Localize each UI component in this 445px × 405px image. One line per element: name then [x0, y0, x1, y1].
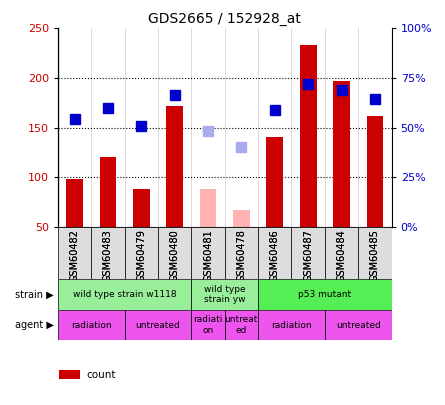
- Text: GSM60487: GSM60487: [303, 229, 313, 282]
- Text: p53 mutant: p53 mutant: [298, 290, 352, 299]
- Text: GSM60481: GSM60481: [203, 229, 213, 282]
- Text: untreated: untreated: [136, 320, 180, 330]
- Text: count: count: [87, 370, 116, 380]
- Bar: [133, 189, 150, 227]
- Text: GSM60486: GSM60486: [270, 229, 280, 282]
- Bar: [258, 227, 291, 279]
- Bar: [358, 227, 392, 279]
- Text: GSM60480: GSM60480: [170, 229, 180, 282]
- Bar: [325, 227, 358, 279]
- Text: agent ▶: agent ▶: [15, 320, 53, 330]
- Bar: [225, 310, 258, 340]
- Bar: [191, 227, 225, 279]
- Bar: [91, 227, 125, 279]
- Text: GSM60479: GSM60479: [136, 229, 146, 282]
- Bar: [58, 279, 191, 310]
- Text: radiati
on: radiati on: [193, 315, 223, 335]
- Text: strain ▶: strain ▶: [15, 290, 53, 300]
- Bar: [158, 227, 191, 279]
- Bar: [325, 310, 392, 340]
- Bar: [333, 81, 350, 227]
- Bar: [258, 310, 325, 340]
- Text: GSM60485: GSM60485: [370, 229, 380, 282]
- Bar: [125, 227, 158, 279]
- Text: GSM60480: GSM60480: [170, 229, 180, 282]
- Bar: [191, 279, 258, 310]
- Bar: [125, 310, 191, 340]
- Bar: [233, 210, 250, 227]
- Bar: [367, 116, 383, 227]
- Text: untreat
ed: untreat ed: [225, 315, 258, 335]
- Text: wild type strain w1118: wild type strain w1118: [73, 290, 176, 299]
- Text: GSM60486: GSM60486: [270, 229, 280, 282]
- Text: GSM60479: GSM60479: [136, 229, 146, 282]
- Text: GSM60484: GSM60484: [336, 229, 347, 282]
- Bar: [191, 310, 225, 340]
- Text: GSM60478: GSM60478: [236, 229, 247, 282]
- Text: GSM60481: GSM60481: [203, 229, 213, 282]
- Text: GSM60485: GSM60485: [370, 229, 380, 282]
- Bar: [225, 227, 258, 279]
- Text: wild type
strain yw: wild type strain yw: [204, 285, 246, 304]
- Text: GSM60482: GSM60482: [69, 229, 80, 282]
- Text: untreated: untreated: [336, 320, 380, 330]
- Bar: [200, 189, 216, 227]
- Text: radiation: radiation: [71, 320, 112, 330]
- Bar: [59, 370, 80, 379]
- Text: GSM60487: GSM60487: [303, 229, 313, 282]
- Bar: [66, 179, 83, 227]
- Title: GDS2665 / 152928_at: GDS2665 / 152928_at: [148, 12, 301, 26]
- Text: GSM60483: GSM60483: [103, 229, 113, 282]
- Text: GSM60482: GSM60482: [69, 229, 80, 282]
- Bar: [166, 106, 183, 227]
- Text: radiation: radiation: [271, 320, 312, 330]
- Bar: [58, 227, 91, 279]
- Bar: [258, 279, 392, 310]
- Bar: [300, 45, 316, 227]
- Text: GSM60483: GSM60483: [103, 229, 113, 282]
- Bar: [58, 310, 125, 340]
- Bar: [267, 138, 283, 227]
- Bar: [100, 157, 116, 227]
- Text: GSM60484: GSM60484: [336, 229, 347, 282]
- Bar: [291, 227, 325, 279]
- Text: GSM60478: GSM60478: [236, 229, 247, 282]
